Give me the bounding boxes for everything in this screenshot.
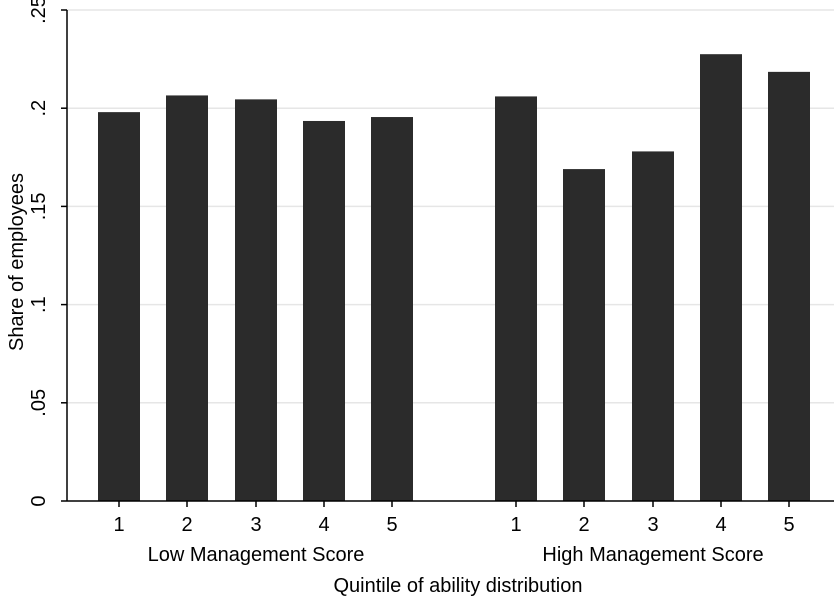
bar xyxy=(371,117,413,502)
bar xyxy=(166,95,208,502)
x-tick-label: 4 xyxy=(715,514,726,536)
bar xyxy=(632,151,674,501)
x-tick-label: 2 xyxy=(181,514,192,536)
y-tick-label: .25 xyxy=(28,0,50,24)
x-tick-label: 4 xyxy=(318,514,329,536)
bars xyxy=(98,54,810,502)
y-tick-label: .1 xyxy=(28,296,50,313)
x-ticks: 1 2 3 4 5 1 2 3 4 5 xyxy=(113,501,795,536)
bar xyxy=(563,169,605,502)
x-axis-title: Quintile of ability distribution xyxy=(333,575,582,597)
bar xyxy=(98,112,140,502)
bar xyxy=(303,120,345,501)
axes xyxy=(66,10,834,502)
x-tick-label: 5 xyxy=(386,514,397,536)
x-tick-label: 3 xyxy=(250,514,261,536)
y-tick-label: 0 xyxy=(28,495,50,506)
y-tick-label: .15 xyxy=(28,192,50,220)
group-label: High Management Score xyxy=(542,544,763,566)
x-tick-label: 5 xyxy=(783,514,794,536)
x-tick-label: 1 xyxy=(510,514,521,536)
y-tick-label: .05 xyxy=(28,389,50,417)
bar xyxy=(495,96,537,501)
bar xyxy=(235,99,277,501)
x-tick-label: 3 xyxy=(647,514,658,536)
y-ticks: 0 .05 .1 .15 .2 .25 xyxy=(28,0,67,507)
group-labels: Low Management Score High Management Scor… xyxy=(148,544,764,566)
x-tick-label: 1 xyxy=(113,514,124,536)
x-tick-label: 2 xyxy=(578,514,589,536)
bar xyxy=(700,54,742,501)
bar xyxy=(768,71,810,501)
group-label: Low Management Score xyxy=(148,544,365,566)
y-tick-label: .2 xyxy=(28,100,50,117)
y-axis-title: Share of employees xyxy=(6,173,28,351)
